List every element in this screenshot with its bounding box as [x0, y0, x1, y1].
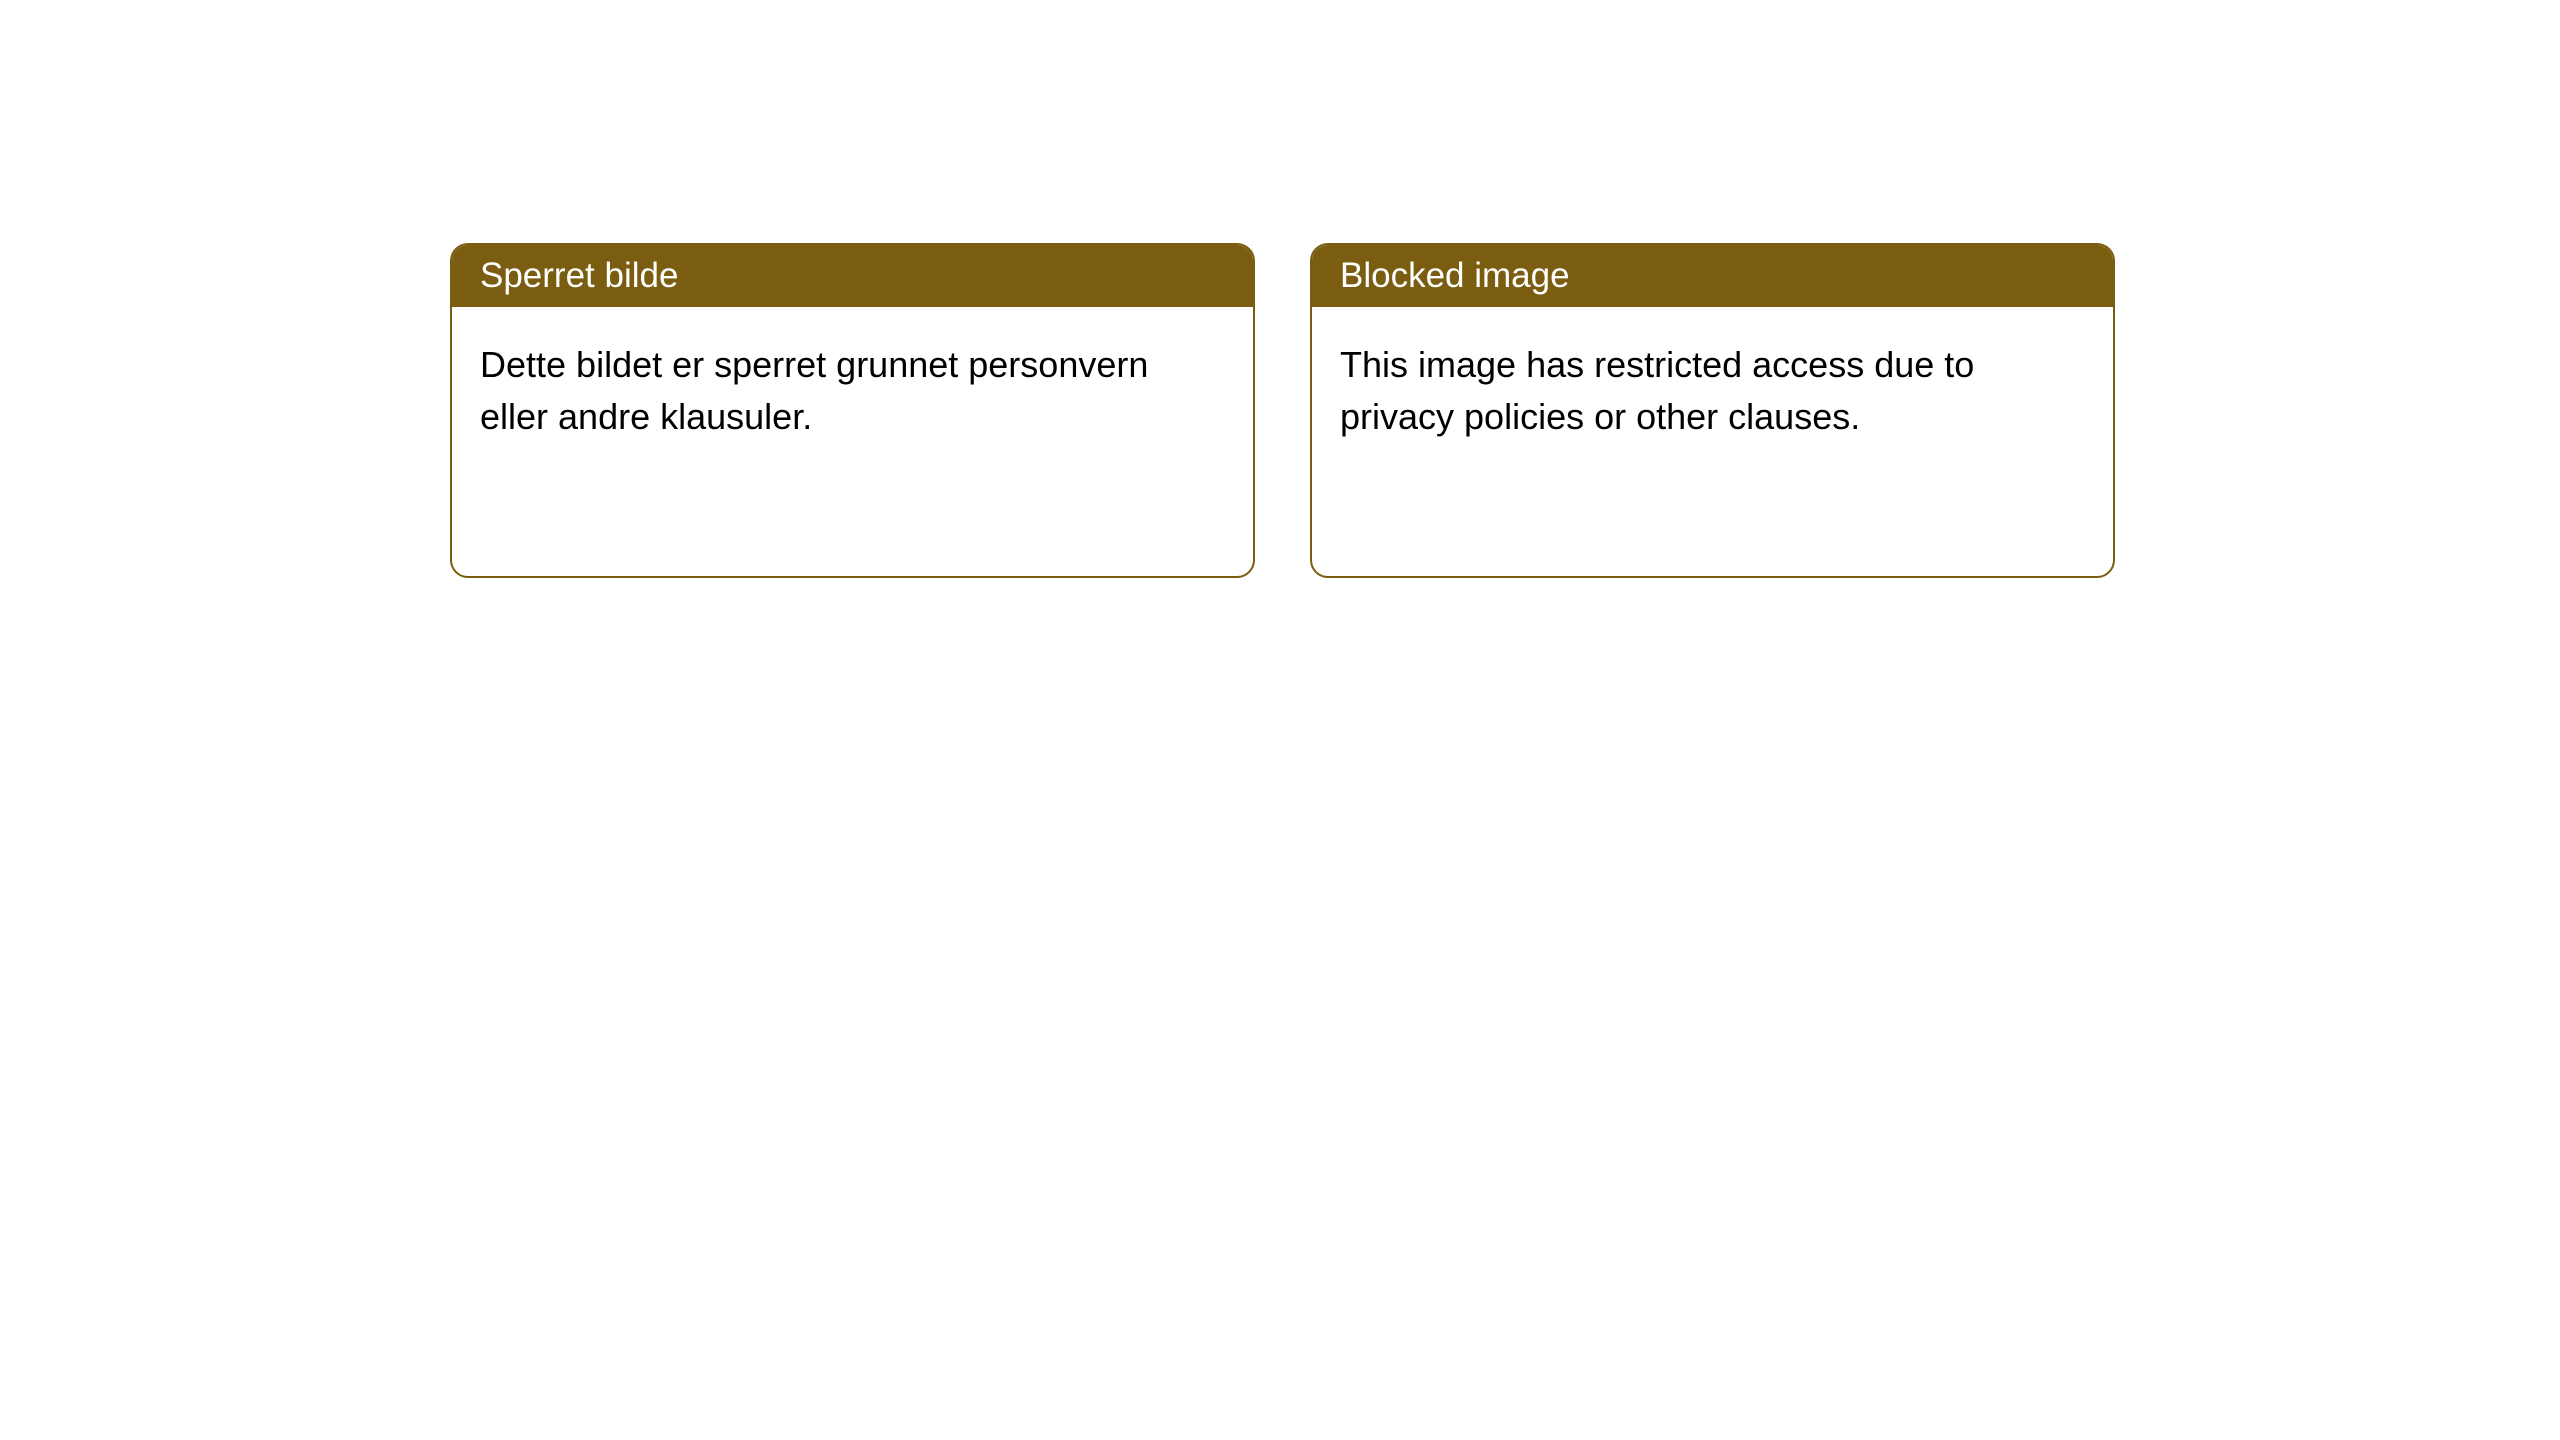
card-title-english: Blocked image [1340, 256, 1570, 296]
card-header-english: Blocked image [1312, 245, 2113, 307]
card-message-norwegian: Dette bildet er sperret grunnet personve… [480, 344, 1148, 437]
card-header-norwegian: Sperret bilde [452, 245, 1253, 307]
blocked-image-notice-container: Sperret bilde Dette bildet er sperret gr… [450, 243, 2560, 578]
card-title-norwegian: Sperret bilde [480, 256, 678, 296]
blocked-image-card-norwegian: Sperret bilde Dette bildet er sperret gr… [450, 243, 1255, 578]
blocked-image-card-english: Blocked image This image has restricted … [1310, 243, 2115, 578]
card-body-english: This image has restricted access due to … [1312, 307, 2113, 475]
card-message-english: This image has restricted access due to … [1340, 344, 1974, 437]
card-body-norwegian: Dette bildet er sperret grunnet personve… [452, 307, 1253, 475]
